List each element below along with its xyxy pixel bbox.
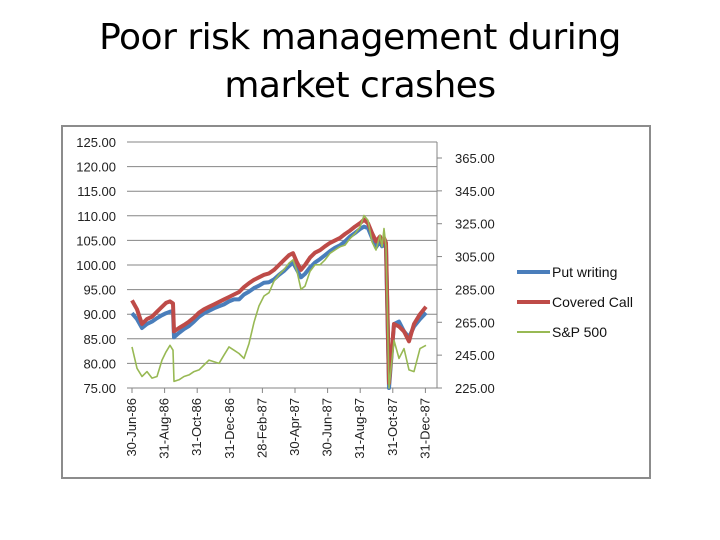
x-tick-label: 30-Jun-87 xyxy=(320,398,335,457)
right-y-tick-label: 325.00 xyxy=(455,217,495,232)
x-tick-label: 31-Dec-87 xyxy=(417,398,432,459)
legend-label: Covered Call xyxy=(552,294,633,310)
legend: Put writing Covered Call S&P 500 xyxy=(517,264,633,340)
right-y-tick-label: 345.00 xyxy=(455,184,495,199)
title-line-2: market crashes xyxy=(224,65,496,106)
legend-label: S&P 500 xyxy=(552,324,607,340)
y-tick-label: 75.00 xyxy=(83,381,116,396)
x-tick-label: 31-Dec-86 xyxy=(222,398,237,459)
series-lines xyxy=(130,214,428,390)
gridlines xyxy=(127,141,438,389)
x-tick-label: 31-Aug-86 xyxy=(157,398,172,459)
y-tick-label: 120.00 xyxy=(76,160,116,175)
legend-label: Put writing xyxy=(552,264,617,280)
y-tick-label: 80.00 xyxy=(83,356,116,371)
y-tick-label: 125.00 xyxy=(76,135,116,150)
chart-frame xyxy=(61,125,651,479)
right-y-tick-label: 285.00 xyxy=(455,282,495,297)
x-tick-label: 31-Aug-87 xyxy=(352,398,367,459)
y-tick-label: 105.00 xyxy=(76,233,116,248)
y-tick-label: 115.00 xyxy=(77,184,116,199)
title-line-1: Poor risk management during xyxy=(99,17,621,58)
right-y-axis: 365.00 345.00 325.00 305.00 285.00 265.00 245.… xyxy=(437,151,495,396)
x-tick-label: 31-Oct-86 xyxy=(189,398,204,456)
right-y-tick-label: 365.00 xyxy=(455,151,495,166)
right-y-tick-label: 245.00 xyxy=(455,348,495,363)
left-y-axis: 125.00 120.00 115.00 110.00 105.00 100.00 95.0… xyxy=(76,135,116,396)
right-y-tick-label: 305.00 xyxy=(455,250,495,265)
x-tick-label: 28-Feb-87 xyxy=(254,398,269,458)
y-tick-label: 95.00 xyxy=(83,283,116,298)
series-s-p-500 xyxy=(131,214,427,389)
x-tick-label: 30-Apr-87 xyxy=(287,398,302,456)
y-tick-label: 90.00 xyxy=(83,307,116,322)
y-tick-label: 100.00 xyxy=(76,258,116,273)
y-tick-label: 110.00 xyxy=(77,209,116,224)
right-y-tick-label: 265.00 xyxy=(455,315,495,330)
x-tick-label: 30-Jun-86 xyxy=(124,398,139,457)
x-axis: 30-Jun-86 31-Aug-86 31-Oct-86 31-Dec-86 28-F… xyxy=(124,388,432,459)
y-tick-label: 85.00 xyxy=(83,332,116,347)
x-tick-label: 31-Oct-87 xyxy=(385,398,400,456)
slide-title: Poor risk management during market crash… xyxy=(0,14,720,110)
right-y-tick-label: 225.00 xyxy=(455,381,495,396)
